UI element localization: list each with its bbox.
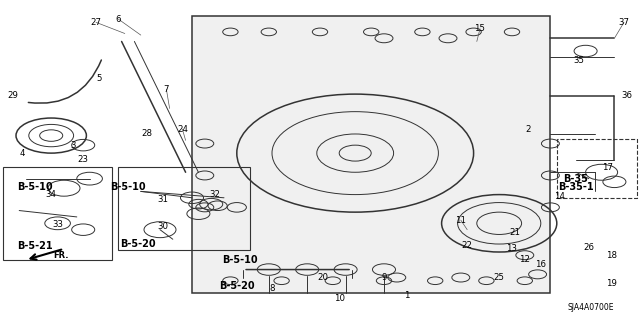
Text: B-35: B-35	[564, 174, 588, 184]
Text: 16: 16	[535, 260, 547, 269]
Bar	[3, 167, 112, 260]
Text: 35: 35	[573, 56, 585, 65]
Text: 28: 28	[141, 130, 153, 138]
Text: 30: 30	[157, 222, 169, 231]
Text: 7: 7	[164, 85, 169, 94]
Text: SJA4A0700E: SJA4A0700E	[568, 303, 614, 312]
Text: 36: 36	[621, 91, 633, 100]
Text: B-5-20: B-5-20	[120, 239, 156, 249]
Text: 22: 22	[461, 241, 473, 250]
Text: 10: 10	[333, 294, 345, 303]
Text: 13: 13	[506, 244, 518, 253]
Text: 33: 33	[52, 220, 63, 229]
Text: 5: 5	[97, 74, 102, 83]
Text: 9: 9	[381, 273, 387, 282]
Bar	[557, 139, 637, 198]
Text: B-5-10: B-5-10	[222, 255, 258, 265]
Text: 23: 23	[77, 155, 89, 164]
Text: 12: 12	[519, 256, 531, 264]
Text: 17: 17	[602, 163, 614, 172]
Text: 14: 14	[554, 192, 566, 201]
Text: 26: 26	[583, 243, 595, 252]
Text: 29: 29	[8, 91, 18, 100]
Bar	[118, 167, 250, 250]
Text: 15: 15	[474, 24, 486, 33]
Text: 20: 20	[317, 273, 329, 282]
Text: 24: 24	[177, 125, 188, 134]
Text: 27: 27	[90, 18, 102, 27]
Text: 25: 25	[493, 273, 505, 282]
Text: 21: 21	[509, 228, 521, 237]
Polygon shape	[192, 16, 550, 293]
Text: 6: 6	[116, 15, 121, 24]
Text: 19: 19	[606, 279, 616, 288]
Text: 32: 32	[209, 190, 220, 199]
Text: 18: 18	[605, 251, 617, 260]
Text: 4: 4	[20, 149, 25, 158]
Text: 31: 31	[157, 195, 169, 204]
Text: 1: 1	[404, 291, 409, 300]
Text: 2: 2	[525, 125, 531, 134]
Text: 3: 3	[71, 141, 76, 150]
Text: B-5-10: B-5-10	[110, 182, 146, 192]
Text: B-5-20: B-5-20	[219, 280, 255, 291]
Text: B-5-21: B-5-21	[17, 241, 53, 251]
Text: 34: 34	[45, 190, 57, 199]
Text: B-5-10: B-5-10	[17, 182, 53, 192]
Text: B-35-1: B-35-1	[558, 182, 594, 192]
Text: 11: 11	[455, 216, 467, 225]
Text: 8: 8	[269, 284, 275, 293]
Text: 37: 37	[618, 18, 630, 27]
Text: FR.: FR.	[53, 251, 68, 260]
